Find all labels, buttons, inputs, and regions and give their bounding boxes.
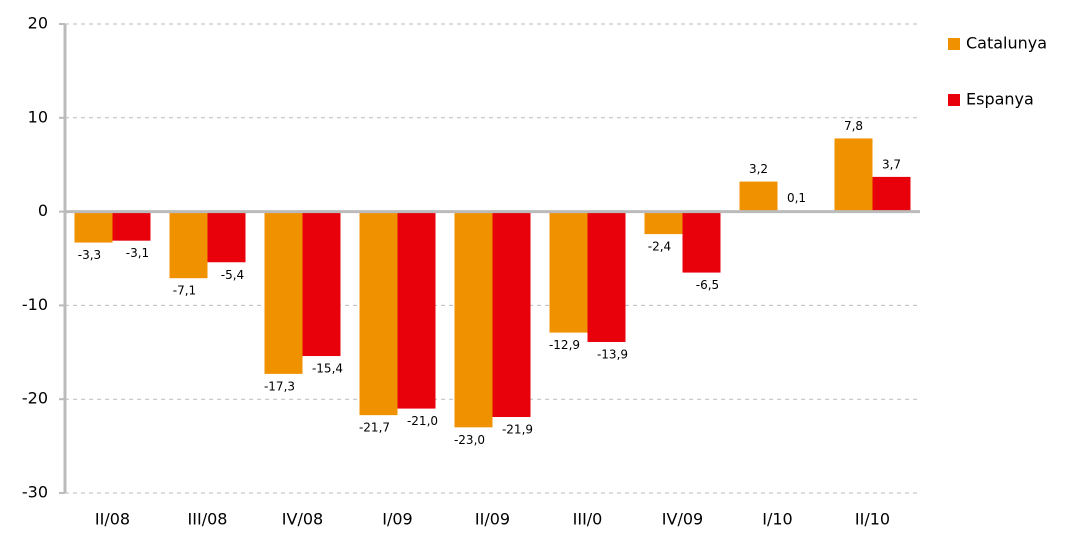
bar [454, 211, 493, 428]
data-label: -12,9 [549, 338, 580, 352]
bar [207, 211, 246, 263]
data-label: -5,4 [221, 268, 244, 282]
x-tick-label: I/10 [762, 510, 792, 529]
y-tick-label: -30 [22, 483, 48, 502]
data-label: 3,2 [749, 162, 768, 176]
bar [302, 211, 341, 357]
y-tick-label: 0 [38, 201, 48, 220]
data-label: -7,1 [173, 284, 196, 298]
x-tick-label: II/09 [475, 510, 510, 529]
bar [872, 176, 911, 212]
bar [682, 211, 721, 273]
data-label: -17,3 [264, 379, 295, 393]
x-tick-label: III/08 [188, 510, 228, 529]
data-label: -3,1 [126, 246, 149, 260]
bar [492, 211, 531, 418]
data-label: -2,4 [648, 240, 671, 254]
bar [739, 181, 778, 212]
legend-swatch [948, 38, 960, 50]
legend-swatch [948, 94, 960, 106]
data-label: -3,3 [78, 248, 101, 262]
data-label: -21,9 [502, 423, 533, 437]
bar [112, 211, 151, 241]
data-label: 0,1 [787, 191, 806, 205]
bar [644, 211, 683, 235]
legend-label: Catalunya [966, 34, 1047, 53]
x-tick-label: IV/09 [662, 510, 703, 529]
x-tick-label: I/09 [382, 510, 412, 529]
bar [359, 211, 398, 416]
y-tick-label: -20 [22, 389, 48, 408]
y-tick-label: 10 [28, 107, 48, 126]
legend-label: Espanya [966, 90, 1034, 109]
data-label: -23,0 [454, 433, 485, 447]
data-label: 7,8 [844, 119, 863, 133]
x-tick-label: II/10 [855, 510, 890, 529]
data-label: -6,5 [696, 278, 719, 292]
bar [834, 138, 873, 212]
y-tick-label: -10 [22, 295, 48, 314]
bar [397, 211, 436, 409]
data-label: -21,7 [359, 421, 390, 435]
data-label: -13,9 [597, 347, 628, 361]
bar [169, 211, 208, 279]
data-label: 3,7 [882, 157, 901, 171]
bar [587, 211, 626, 342]
bar [549, 211, 588, 333]
data-label: -15,4 [312, 362, 343, 376]
data-label: -21,0 [407, 414, 438, 428]
x-tick-label: IV/08 [282, 510, 323, 529]
y-tick-label: 20 [28, 14, 48, 33]
bar [264, 211, 303, 374]
x-tick-label: II/08 [95, 510, 130, 529]
x-tick-label: III/0 [573, 510, 603, 529]
bar [74, 211, 113, 243]
